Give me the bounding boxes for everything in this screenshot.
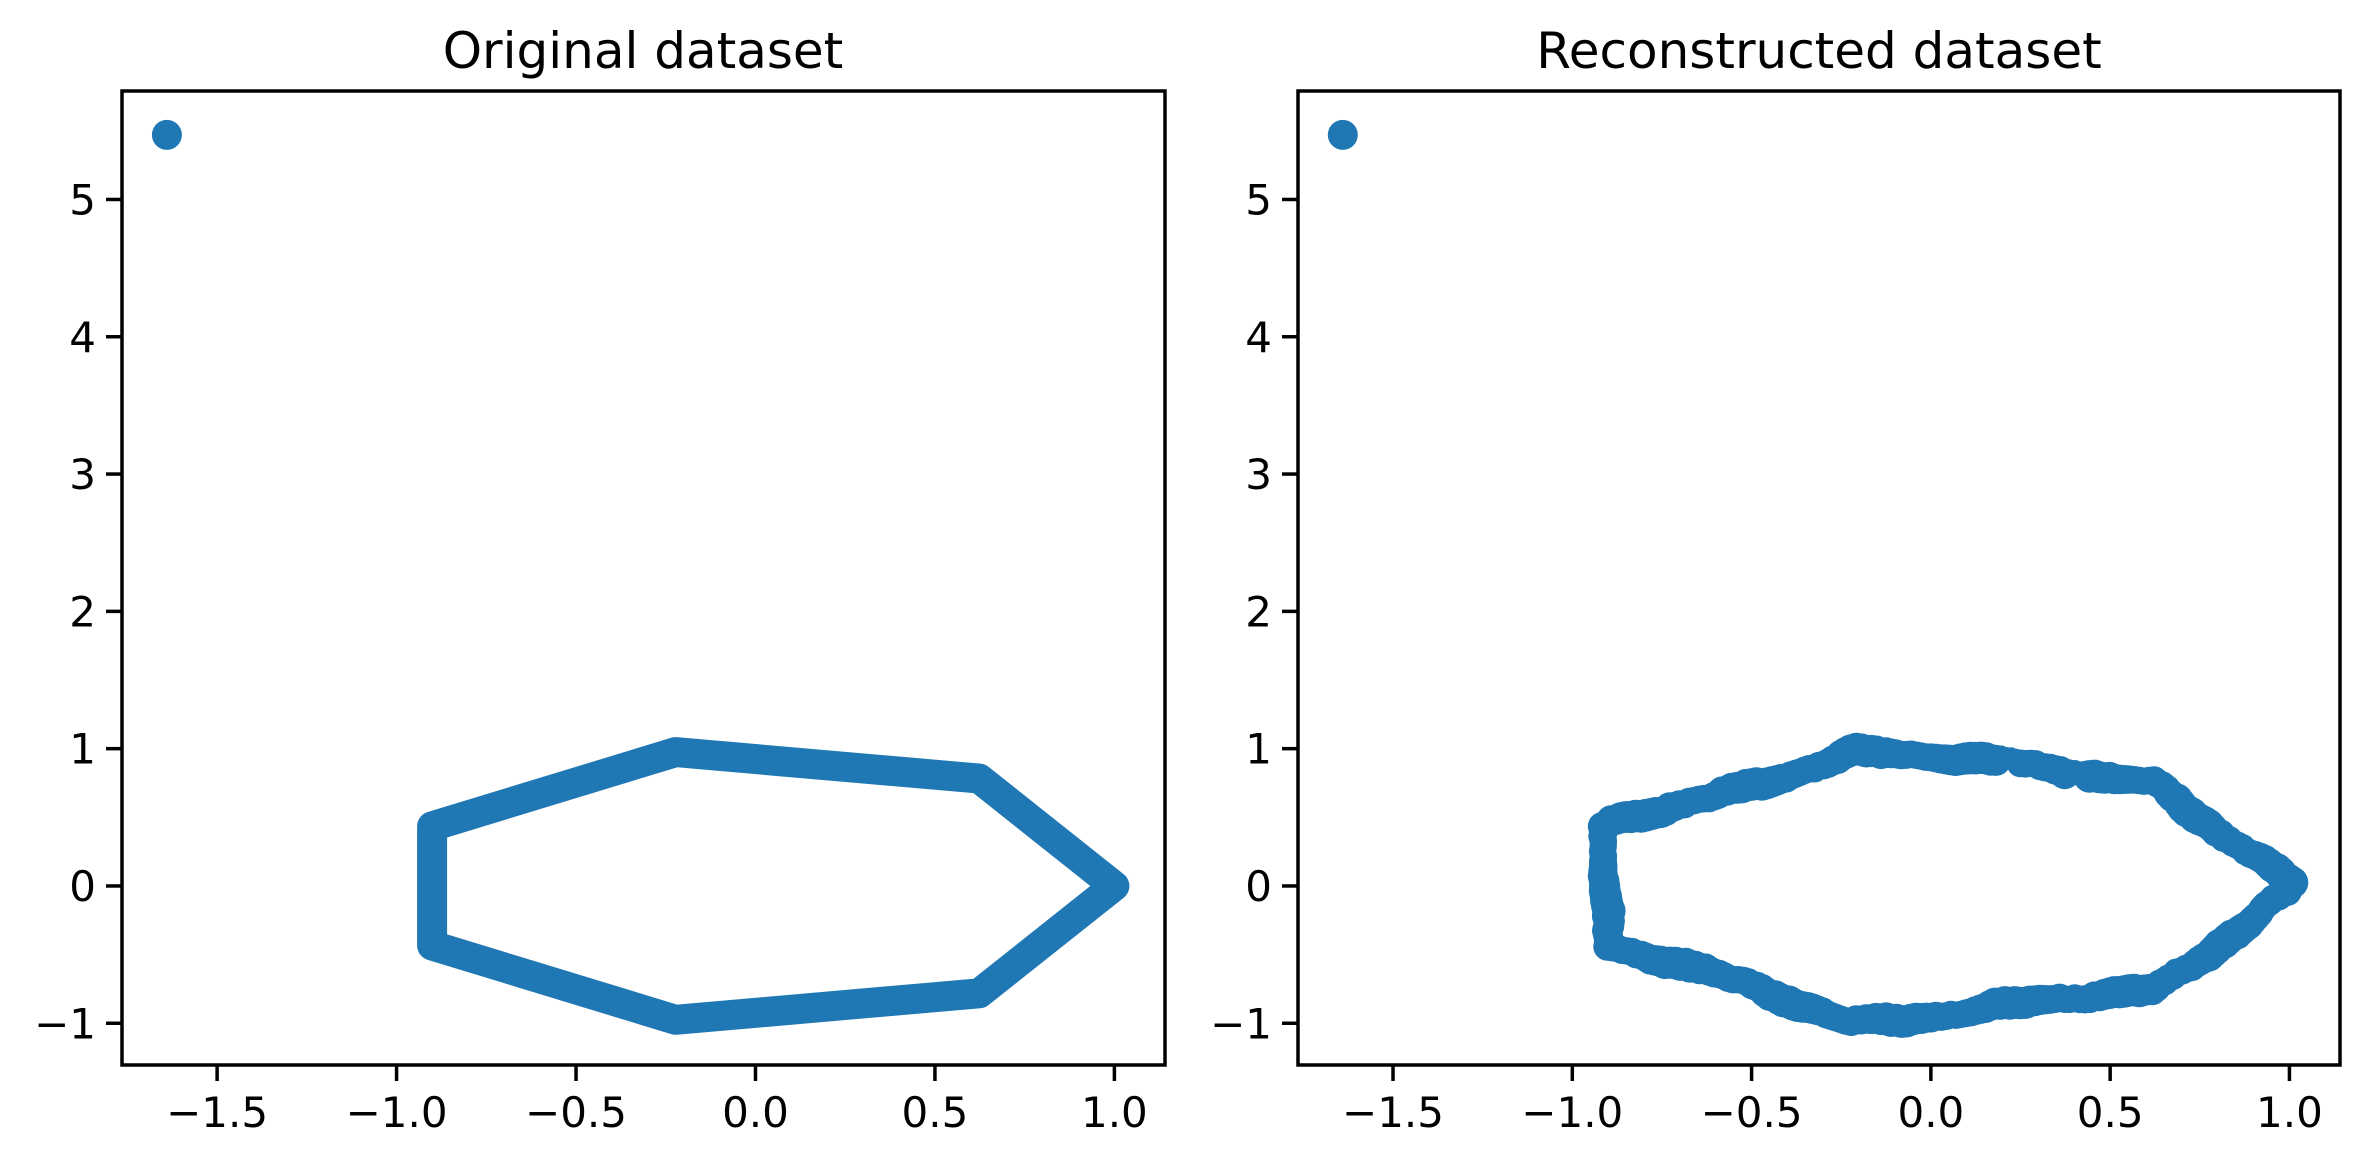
x-tick-label: −0.5 xyxy=(1701,1088,1803,1137)
y-tick-label: 4 xyxy=(1245,313,1272,362)
polygon-outline xyxy=(417,737,1130,1035)
scatter-point xyxy=(2272,876,2302,906)
y-tick-label: −1 xyxy=(34,999,96,1048)
x-tick-label: 0.5 xyxy=(902,1088,969,1137)
x-tick-label: 0.0 xyxy=(722,1088,789,1137)
x-tick-label: 0.5 xyxy=(2077,1088,2144,1137)
subplot-original: −1.5 −1.0 −0.5 0.0 0.5 1.0 −1 0 1 2 3 4 5 xyxy=(34,89,1167,1137)
y-tick-label: 0 xyxy=(69,862,96,911)
y-tick-label: 2 xyxy=(69,587,96,636)
y-tick-label: 1 xyxy=(1245,725,1272,774)
x-tick-label: −1.5 xyxy=(166,1088,268,1137)
axes-spines xyxy=(120,89,1167,1067)
y-tick-label: 1 xyxy=(69,725,96,774)
outlier-point xyxy=(1327,119,1358,150)
left-plot-title: Original dataset xyxy=(442,22,844,80)
x-tick-label: −1.0 xyxy=(1521,1088,1623,1137)
subplot-reconstructed: −1.5 −1.0 −0.5 0.0 0.5 1.0 −1 0 1 2 3 4 5 xyxy=(1210,89,2342,1137)
y-tick-label: 3 xyxy=(69,450,96,499)
x-tick-label: −1.0 xyxy=(346,1088,448,1137)
x-tick-label: −1.5 xyxy=(1342,1088,1444,1137)
y-tick-label: 5 xyxy=(69,175,96,224)
y-tick-label: 0 xyxy=(1245,862,1272,911)
x-tick-label: 1.0 xyxy=(2256,1088,2323,1137)
y-tick-label: 3 xyxy=(1245,450,1272,499)
y-tick-label: 4 xyxy=(69,313,96,362)
axes-spines xyxy=(1296,89,2342,1067)
x-tick-label: 1.0 xyxy=(1081,1088,1148,1137)
polygon-outline-reconstructed xyxy=(1587,732,2309,1038)
y-tick-label: 5 xyxy=(1245,175,1272,224)
y-tick-label: −1 xyxy=(1210,999,1272,1048)
x-tick-label: 0.0 xyxy=(1897,1088,1964,1137)
outlier-point xyxy=(151,119,182,150)
right-plot-title: Reconstructed dataset xyxy=(1536,22,2102,80)
x-tick-label: −0.5 xyxy=(525,1088,627,1137)
y-tick-label: 2 xyxy=(1245,587,1272,636)
